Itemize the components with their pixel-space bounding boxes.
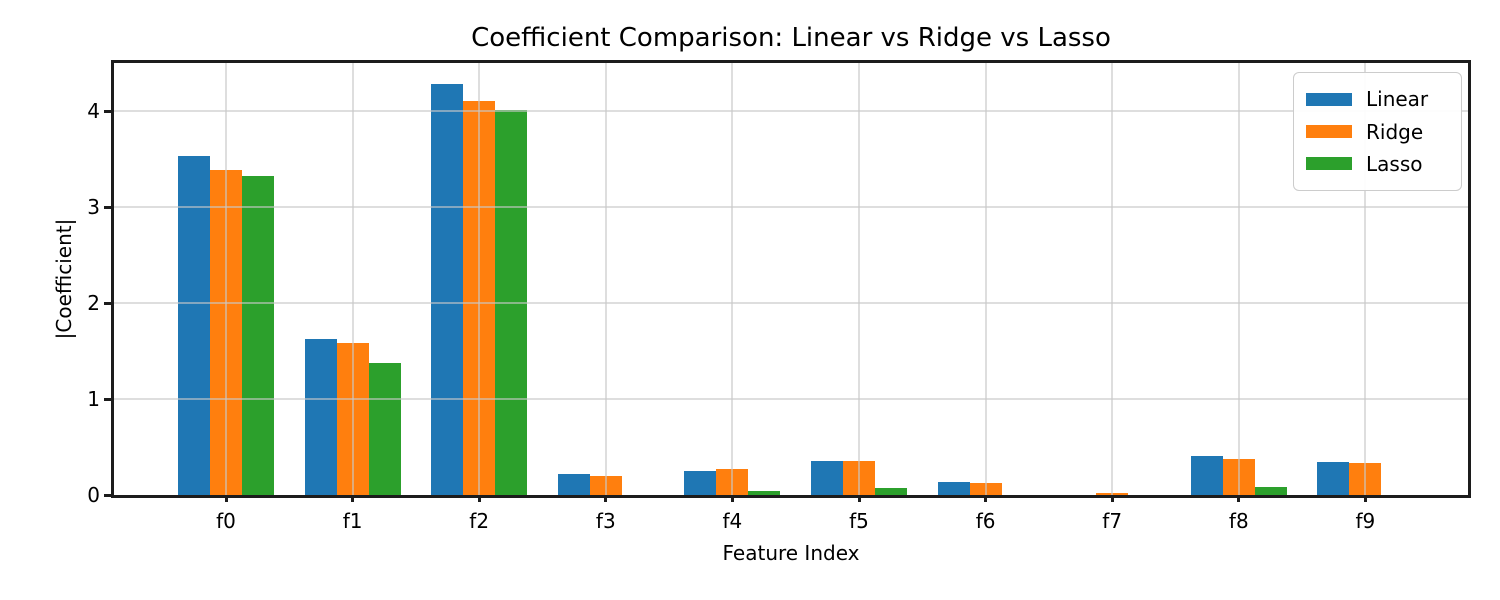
gridline-x-f6 <box>984 63 987 495</box>
legend-item-ridge: Ridge <box>1306 122 1453 142</box>
gridline-y-4 <box>114 110 1468 112</box>
x-tick-label: f8 <box>1228 509 1249 533</box>
legend-item-linear: Linear <box>1306 89 1453 109</box>
y-tick-label: 0 <box>87 483 100 507</box>
bar-linear-f3 <box>557 473 590 495</box>
gridline-x-f8 <box>1237 63 1240 495</box>
grid-layer <box>114 63 1468 495</box>
bar-linear-f5 <box>811 461 843 495</box>
y-tick-label: 1 <box>87 387 100 411</box>
gridline-y-1 <box>114 398 1468 400</box>
bar-linear-f8 <box>1190 455 1223 495</box>
legend-swatch-linear <box>1306 92 1352 106</box>
y-axis-label: |Coefficient| <box>52 218 76 340</box>
bar-linear-f4 <box>684 471 717 495</box>
gridline-y-2 <box>114 302 1468 304</box>
x-axis-label: Feature Index <box>722 541 860 565</box>
legend-label-linear: Linear <box>1366 87 1429 112</box>
bar-lasso-f5 <box>875 488 907 495</box>
x-tick-mark <box>224 495 228 502</box>
y-tick-mark <box>104 493 111 497</box>
x-tick-label: f7 <box>1102 509 1123 533</box>
y-tick-label: 4 <box>87 99 100 123</box>
x-tick-label: f1 <box>342 509 363 533</box>
y-tick-mark <box>104 109 111 113</box>
plot-area: 0 1 2 3 4 f0 f1 f2 f3 f4 f5 f6 f7 f8 f9 <box>87 60 1471 533</box>
x-tick-label: f0 <box>216 509 236 533</box>
legend-label-ridge: Ridge <box>1366 119 1424 144</box>
x-tick-label: f5 <box>849 509 869 533</box>
gridline-x-f4 <box>731 63 734 495</box>
gridline-x-f9 <box>1364 63 1367 495</box>
x-tick-mark <box>984 495 988 502</box>
legend-item-lasso: Lasso <box>1306 154 1453 174</box>
gridline-x-f5 <box>858 63 860 495</box>
gridline-x-f1 <box>351 63 354 495</box>
x-tick-mark <box>1363 495 1367 502</box>
bar-linear-f6 <box>937 481 970 495</box>
bar-linear-f0 <box>178 156 210 495</box>
x-tick-label: f3 <box>595 509 616 533</box>
x-tick-mark <box>351 495 355 502</box>
y-tick-mark <box>104 301 111 305</box>
y-tick-mark <box>104 397 111 401</box>
bar-lasso-f0 <box>242 176 274 495</box>
bar-linear-f2 <box>431 84 464 495</box>
gridline-y-3 <box>114 206 1468 208</box>
bar-linear-f9 <box>1317 462 1350 495</box>
gridline-x-f2 <box>478 63 481 495</box>
y-tick-label: 2 <box>87 291 100 315</box>
x-tick-label: f6 <box>975 509 996 533</box>
legend-swatch-ridge <box>1306 125 1352 138</box>
gridline-x-f7 <box>1111 63 1114 495</box>
x-tick-label: f9 <box>1355 509 1376 533</box>
legend-label-lasso: Lasso <box>1366 151 1423 176</box>
bar-lasso-f8 <box>1254 487 1287 495</box>
gridline-x-f3 <box>604 63 607 495</box>
y-tick-mark <box>104 205 111 209</box>
bar-lasso-f1 <box>368 362 401 495</box>
bar-lasso-f4 <box>748 491 781 495</box>
gridline-x-f0 <box>225 63 227 495</box>
x-tick-mark <box>604 495 608 502</box>
x-tick-mark <box>1237 495 1241 502</box>
axes-layer: 0 1 2 3 4 f0 f1 f2 f3 f4 f5 f6 f7 f8 f9 <box>87 63 1468 533</box>
x-tick-mark <box>730 495 734 502</box>
chart-title: Coefficient Comparison: Linear vs Ridge … <box>471 23 1111 53</box>
x-tick-label: f4 <box>722 509 743 533</box>
x-tick-mark <box>477 495 481 502</box>
x-tick-mark <box>857 495 861 502</box>
y-tick-label: 3 <box>87 195 100 219</box>
legend: Linear Ridge Lasso <box>1293 72 1462 191</box>
legend-swatch-lasso <box>1306 157 1352 171</box>
x-tick-mark <box>1110 495 1114 502</box>
bar-linear-f1 <box>304 338 337 495</box>
x-tick-label: f2 <box>469 509 490 533</box>
